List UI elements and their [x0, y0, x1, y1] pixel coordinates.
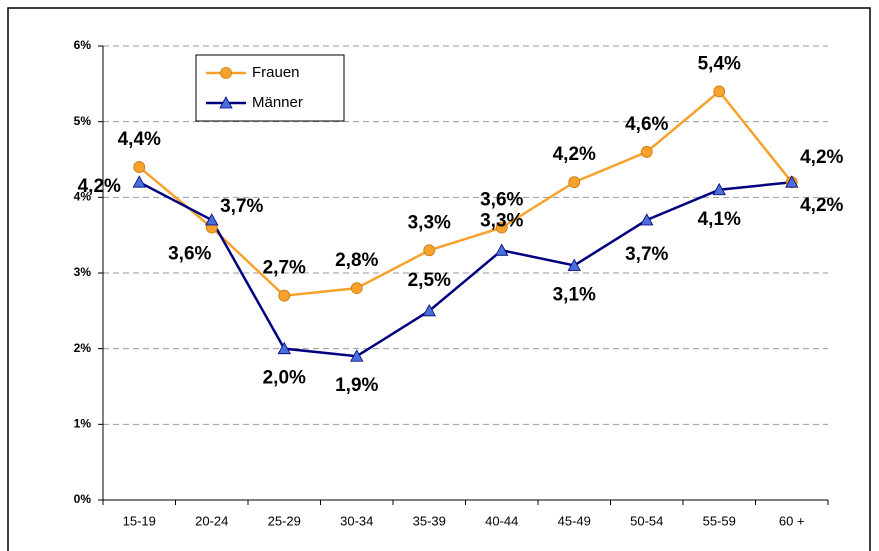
marker — [567, 258, 581, 271]
y-tick-label: 6% — [74, 38, 92, 52]
data-label: 4,4% — [118, 129, 161, 150]
marker — [640, 146, 653, 158]
data-label: 3,7% — [220, 196, 263, 217]
data-label: 3,3% — [480, 210, 523, 231]
marker — [712, 182, 726, 196]
marker — [350, 349, 364, 362]
x-tick-label: 25-29 — [268, 513, 301, 528]
marker — [277, 341, 291, 355]
data-label: 3,7% — [625, 244, 668, 265]
data-label: 5,4% — [698, 53, 741, 74]
data-label: 2,8% — [335, 250, 378, 271]
marker — [495, 243, 509, 256]
y-tick-label: 2% — [74, 341, 92, 355]
legend-marker — [220, 67, 232, 79]
marker — [422, 303, 436, 317]
marker — [132, 175, 146, 188]
x-tick-label: 15-19 — [123, 513, 156, 528]
data-label: 4,2% — [800, 147, 843, 168]
legend-label: Frauen — [252, 64, 300, 81]
marker — [713, 85, 726, 98]
legend-marker — [219, 96, 233, 109]
data-label: 1,9% — [335, 375, 378, 396]
y-tick-label: 4% — [74, 190, 92, 204]
data-label: 4,2% — [553, 144, 596, 165]
marker — [423, 244, 436, 257]
series-line — [138, 89, 793, 298]
series-line — [138, 180, 792, 358]
x-tick-label: 55-59 — [703, 513, 736, 528]
data-label: 4,1% — [698, 209, 741, 230]
data-label: 2,7% — [263, 258, 306, 279]
marker — [350, 282, 363, 295]
x-tick-label: 20-24 — [195, 513, 228, 528]
y-tick-label: 0% — [74, 492, 92, 506]
y-tick-label: 5% — [74, 114, 92, 128]
data-label: 3,6% — [480, 190, 523, 211]
y-tick-label: 1% — [74, 417, 92, 431]
data-label: 4,6% — [625, 114, 668, 135]
legend-label: Männer — [252, 94, 303, 111]
data-label: 4,2% — [800, 195, 843, 216]
x-tick-label: 50-54 — [630, 513, 663, 528]
x-tick-label: 45-49 — [558, 513, 591, 528]
data-label: 3,3% — [408, 212, 451, 233]
legend-box — [195, 54, 345, 122]
x-tick-label: 60 + — [779, 513, 805, 528]
x-tick-label: 35-39 — [413, 513, 446, 528]
data-label: 4,2% — [78, 176, 121, 197]
marker — [640, 213, 654, 226]
marker — [133, 161, 146, 173]
marker — [568, 176, 581, 189]
x-tick-label: 40-44 — [485, 513, 518, 528]
data-label: 3,6% — [168, 244, 211, 265]
data-label: 2,0% — [263, 368, 306, 389]
y-tick-label: 3% — [74, 265, 92, 279]
marker — [205, 213, 219, 226]
data-label: 2,5% — [408, 270, 451, 291]
x-tick-label: 30-34 — [340, 513, 373, 528]
data-label: 3,1% — [553, 284, 596, 305]
marker — [278, 289, 291, 302]
marker — [785, 175, 799, 188]
marker — [495, 221, 508, 234]
